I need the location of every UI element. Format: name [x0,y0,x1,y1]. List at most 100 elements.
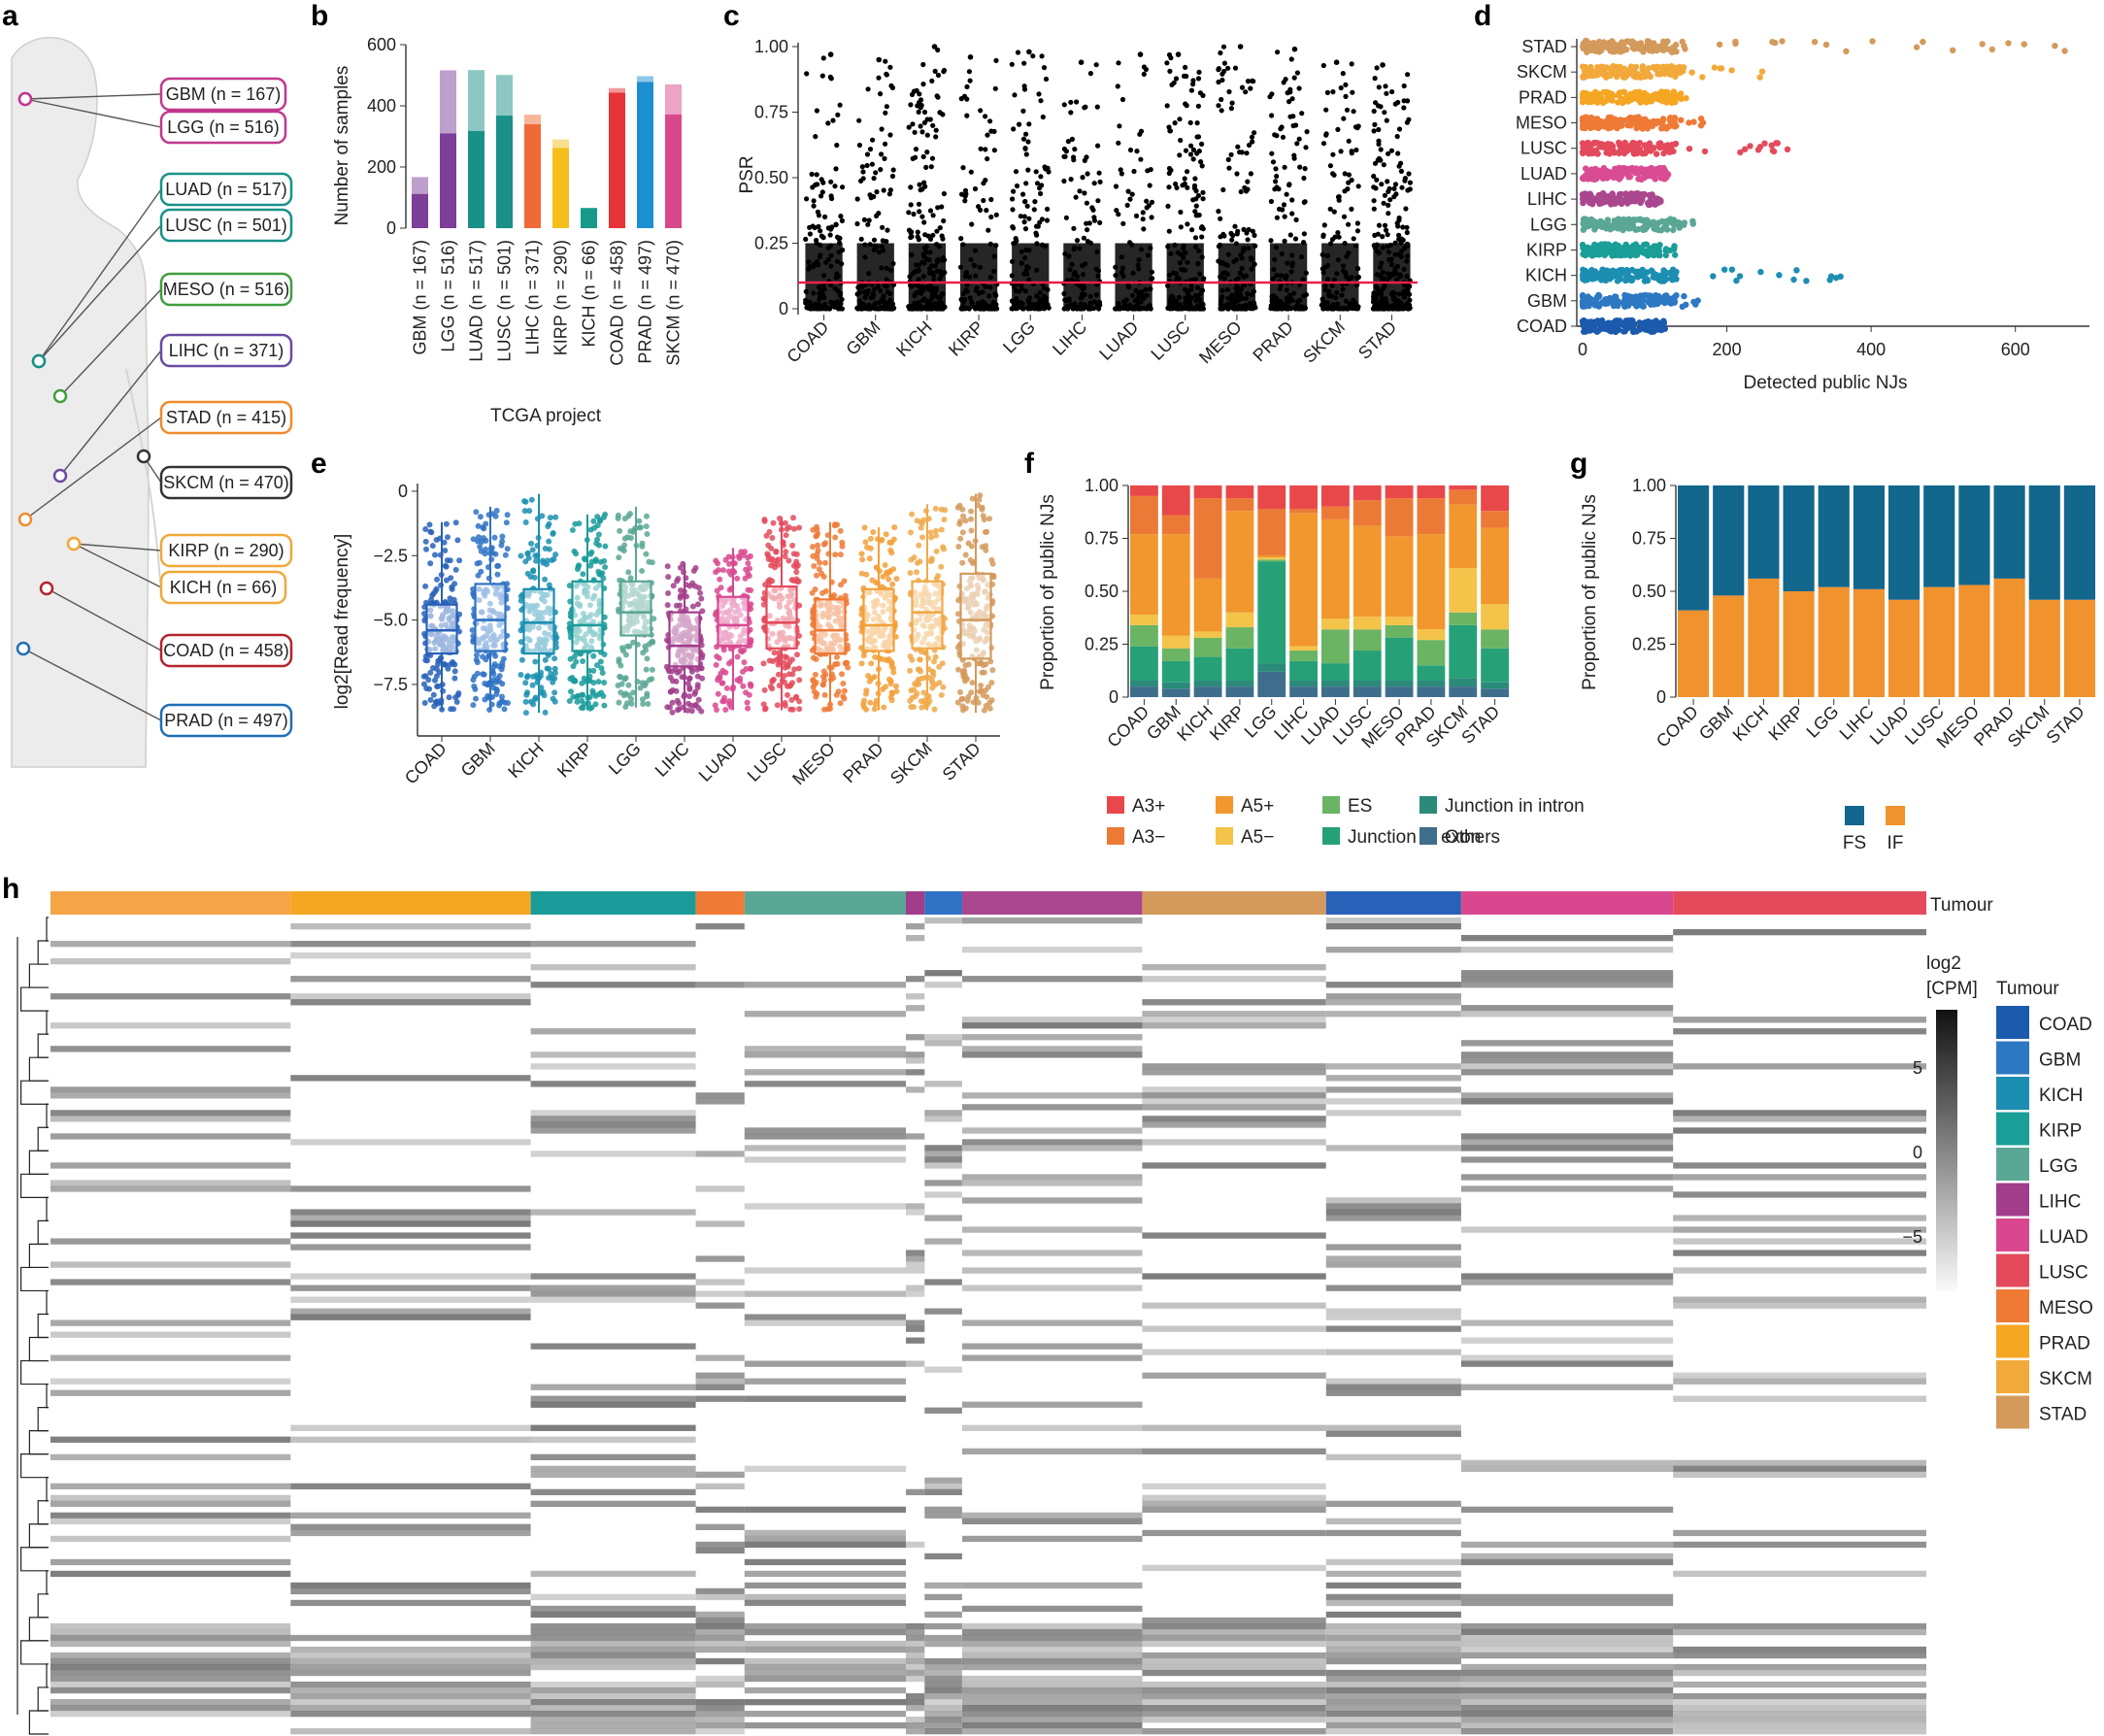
e-box [522,587,555,655]
c-point [933,134,939,140]
c-point [1183,64,1188,70]
c-point [1382,192,1387,198]
d-point [1661,42,1668,49]
e-point [568,688,574,695]
c-point [1290,114,1296,119]
c-point [961,93,968,99]
c-point [906,210,912,216]
c-point [837,235,843,241]
d-ytick-label: LUAD [1520,164,1567,184]
d-point [1596,301,1603,309]
c-point [1190,82,1196,87]
c-point [1116,60,1121,66]
c-xtick-label: LUAD [1095,317,1142,364]
c-point [1340,71,1346,77]
c-point [992,85,998,91]
e-point [601,702,608,709]
c-point [1071,154,1077,160]
d-point [1617,117,1624,123]
c-point [960,165,966,171]
d-point [1655,140,1662,148]
c-point [1045,165,1051,171]
c-point [988,128,994,134]
c-xtick-label: SKCM [1299,317,1349,367]
c-point [1394,220,1400,226]
c-point [921,180,927,185]
e-point [546,538,552,545]
c-point [935,72,942,79]
c-point [930,213,936,218]
e-ytick-label: −5.0 [373,611,408,630]
c-point [1138,156,1144,162]
c-point [1173,181,1179,187]
e-point [528,496,535,503]
d-point [2005,40,2012,47]
c-point [1178,137,1184,144]
a-connector [24,93,162,100]
c-point [1294,70,1300,76]
d-point [1653,47,1660,53]
c-point [1166,124,1172,130]
c-point [814,108,820,114]
e-point [420,681,427,687]
c-point [1038,174,1044,180]
e-point [532,658,539,665]
c-point [1395,150,1401,156]
d-point [1635,268,1642,275]
e-point [542,576,549,583]
c-point [1200,189,1206,195]
c-point [838,214,844,219]
c-point [1096,170,1102,176]
b-bar-upper [637,76,653,83]
d-point [1728,67,1735,74]
c-point [867,147,874,152]
c-point [1010,207,1016,213]
d-point [1653,291,1659,299]
e-xtick-label: SKCM [886,739,936,788]
d-point [1667,47,1674,54]
d-ytick-label: STAD [1521,37,1567,56]
e-point [473,509,480,516]
e-point [646,677,652,684]
c-point [1190,147,1196,152]
d-point [1711,64,1719,71]
c-point [818,233,825,239]
c-point [1383,83,1388,89]
c-point [1296,136,1302,142]
c-point [1375,231,1381,237]
e-point [574,698,581,705]
c-xtick-label: LUSC [1147,317,1193,364]
e-point [643,551,650,557]
d-point [1721,266,1728,273]
c-point [921,119,928,125]
c-point [1068,110,1074,116]
d-point [1641,270,1648,277]
c-point [1371,173,1377,180]
panel-label-d: d [1474,0,1491,32]
d-point [1683,301,1689,308]
e-point [644,693,651,700]
c-point [837,102,843,108]
c-point [1225,65,1231,71]
c-point [981,197,986,204]
e-point [523,674,530,681]
d-point [1843,48,1850,54]
e-point [481,535,486,542]
a-label-text: PRAD (n = 497) [164,711,288,730]
e-xtick-label: LIHC [651,739,693,781]
c-point [882,155,887,161]
c-point [1283,77,1288,83]
c-point [1371,128,1377,134]
c-point [983,147,988,152]
c-ytick-label: 0.75 [754,103,788,122]
c-point [1164,60,1170,66]
c-point [881,187,886,193]
c-point [1374,65,1380,71]
c-ytick-label: 0.25 [754,234,788,253]
a-connector [38,224,162,362]
c-point [832,184,838,189]
e-point [697,589,704,596]
c-point [1273,166,1279,172]
e-point [546,546,552,552]
e-point [580,691,586,698]
